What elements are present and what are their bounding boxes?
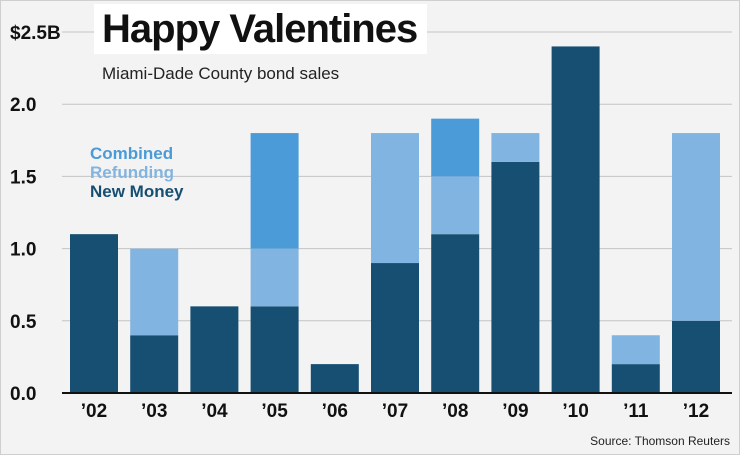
bar-segment <box>611 335 660 365</box>
bar-segment <box>371 263 419 393</box>
bar-layer <box>70 46 720 393</box>
legend-entry: New Money <box>90 182 184 201</box>
bar-segment <box>611 364 660 393</box>
bar-segment <box>672 320 720 393</box>
x-tick-label: ’05 <box>261 401 288 422</box>
chart-title: Happy Valentines <box>94 4 428 54</box>
legend-entry: Refunding <box>90 163 175 182</box>
bar-segment <box>130 335 179 393</box>
bar-segment <box>310 364 359 393</box>
y-tick-label: 1.0 <box>10 240 36 261</box>
x-tick-label: ’04 <box>201 401 228 422</box>
bar-segment <box>491 161 540 393</box>
x-tick-label: ’12 <box>683 401 709 422</box>
y-tick-label: $2.5B <box>10 23 61 44</box>
bar-segment <box>250 248 299 307</box>
bar-segment <box>551 46 600 393</box>
bar-segment <box>250 133 299 249</box>
bar-segment <box>250 306 299 393</box>
legend: Combined Refunding New Money <box>90 144 184 201</box>
y-tick-label: 0.0 <box>10 384 36 405</box>
x-tick-label: ’10 <box>562 401 588 422</box>
x-tick-label: ’03 <box>141 401 167 422</box>
x-tick-label: ’09 <box>502 401 528 422</box>
x-tick-label: ’06 <box>322 401 348 422</box>
y-tick-label: 1.5 <box>10 167 37 188</box>
bar-segment <box>431 176 480 235</box>
bar-segment <box>491 133 540 162</box>
legend-entry: Combined <box>90 144 174 163</box>
chart-subtitle: Miami-Dade County bond sales <box>100 64 342 84</box>
bar-segment <box>431 234 480 393</box>
x-tick-label: ’07 <box>382 401 408 422</box>
y-tick-label: 0.5 <box>10 312 37 333</box>
bar-segment <box>431 118 480 177</box>
bar-segment <box>130 248 179 336</box>
bar-segment <box>672 133 720 321</box>
x-tick-label: ’11 <box>623 401 649 422</box>
y-tick-label: 2.0 <box>10 95 36 116</box>
bar-segment <box>371 133 419 264</box>
x-tick-label: ’08 <box>442 401 468 422</box>
x-tick-label: ’02 <box>81 401 107 422</box>
bar-segment <box>70 234 118 393</box>
source-note: Source: Thomson Reuters <box>590 434 730 448</box>
axis-layer: 0.0 0.5 1.0 1.5 2.0 $2.5B ’02 ’03 ’04 ’05 ’06 ’07 ’0… <box>10 23 732 422</box>
bar-segment <box>190 306 239 393</box>
